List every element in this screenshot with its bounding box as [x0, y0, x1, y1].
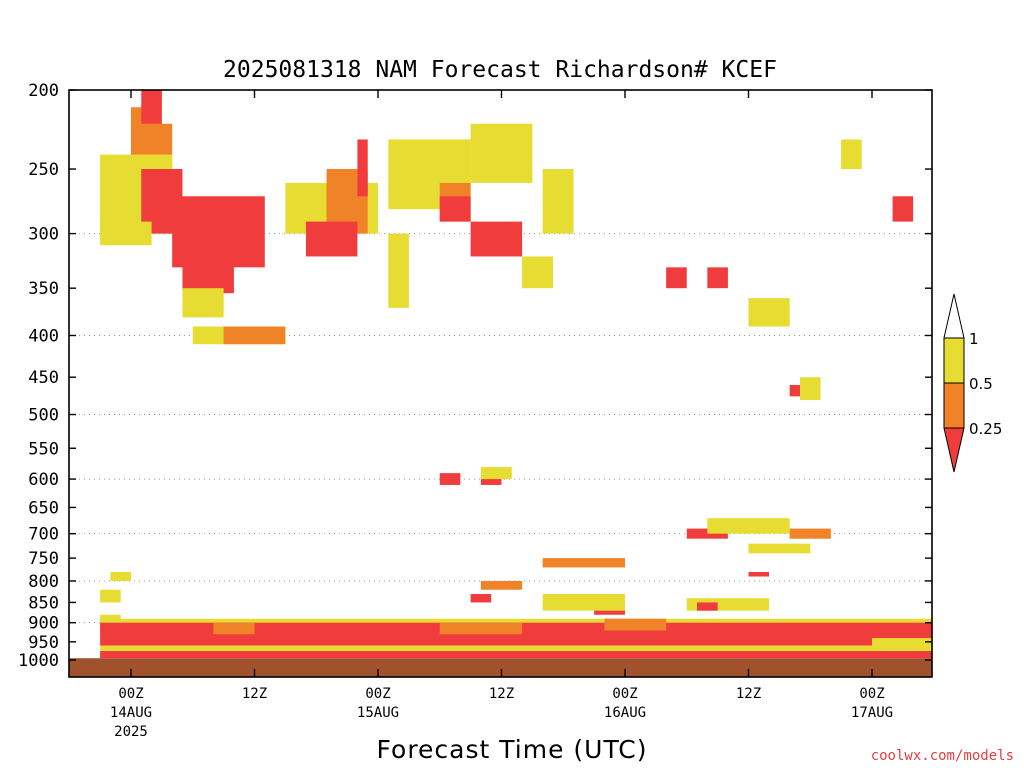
heatmap-cell-48 — [100, 614, 121, 623]
heatmap-cell-16 — [388, 233, 409, 308]
y-axis: 200 250 300 350 400 450 500 550 600 650 700 750 8008… — [18, 81, 932, 671]
colorbar: 1 0.5 0.25 — [943, 293, 1002, 473]
heatmap-cell-5 — [100, 221, 152, 246]
heatmap-cell-40 — [100, 589, 121, 603]
heatmap-cell-39 — [542, 558, 625, 568]
x-tick-label-48-1: 16AUG — [604, 705, 646, 721]
heatmap-cell-10 — [223, 326, 286, 345]
y-tick-label-200: 200 — [28, 81, 59, 101]
heatmap-cell-23 — [707, 267, 728, 289]
colorbar-tick-2: 0.25 — [969, 420, 1002, 438]
y-tick-label-900: 900 — [28, 614, 59, 634]
y-tick-label-300: 300 — [28, 225, 59, 245]
y-tick-label-250: 250 — [28, 160, 59, 180]
heatmap-cell-19 — [470, 123, 533, 183]
heatmap-cells — [100, 90, 932, 659]
y-tick-label-650: 650 — [28, 498, 59, 518]
heatmap-cell-27 — [841, 139, 862, 170]
y-tick-label-950: 950 — [28, 633, 59, 653]
x-tick-label-60-0: 12Z — [736, 686, 761, 702]
colorbar-bottom-arrow — [943, 427, 965, 473]
heatmap-cell-38 — [748, 572, 770, 577]
heatmap-cell-22 — [542, 169, 574, 234]
plot-frame — [68, 89, 933, 678]
heatmap-cell-31 — [439, 473, 461, 485]
y-tick-label-350: 350 — [28, 279, 59, 299]
colorbar-tick-0: 1 — [969, 330, 979, 348]
heatmap-cell-6 — [172, 196, 265, 268]
heatmap-cell-24 — [666, 267, 687, 289]
x-axis: 00Z 14AUG 2025 12Z 00Z 15AUG 12Z 00Z 16AUG 12Z 00Z… — [110, 90, 893, 740]
x-tick-label-36-0: 12Z — [489, 686, 514, 702]
heatmap-cell-55 — [100, 651, 932, 659]
credit-link[interactable]: coolwx.com/models — [871, 748, 1014, 764]
heatmap-cell-42 — [480, 580, 523, 590]
x-axis-label: Forecast Time (UTC) — [377, 735, 648, 764]
heatmap-cell-44 — [542, 594, 625, 611]
heatmap-cell-18 — [439, 196, 471, 222]
heatmap-cell-46 — [697, 602, 718, 611]
x-tick-label-0-2: 2025 — [114, 724, 148, 740]
x-tick-label-12-0: 12Z — [242, 686, 267, 702]
heatmap-cell-13 — [305, 221, 358, 257]
surface-fill — [69, 658, 932, 677]
heatmap-cell-30 — [799, 377, 821, 401]
heatmap-cell-37 — [748, 543, 811, 554]
surface-layer — [69, 658, 932, 677]
heatmap-cell-43 — [470, 594, 492, 603]
y-tick-label-850: 850 — [28, 593, 59, 613]
heatmap-cell-7 — [182, 256, 234, 294]
x-tick-label-72-0: 00Z — [859, 686, 884, 702]
heatmap-cell-8 — [182, 288, 224, 318]
heatmap-cell-56 — [872, 638, 932, 646]
y-tick-label-800: 800 — [28, 572, 59, 592]
y-tick-label-550: 550 — [28, 439, 59, 459]
heatmap-cell-33 — [480, 467, 512, 480]
colorbar-top-arrow — [943, 293, 965, 339]
x-tick-label-0-0: 00Z — [118, 686, 143, 702]
heatmap-cell-36 — [707, 518, 790, 534]
x-tick-label-48-0: 00Z — [612, 686, 637, 702]
heatmap-cell-35 — [789, 528, 831, 539]
x-tick-label-72-1: 17AUG — [851, 705, 893, 721]
heatmap-cell-20 — [470, 221, 523, 257]
heatmap-cell-28 — [892, 196, 914, 222]
heatmap-cell-51 — [213, 622, 255, 635]
x-tick-label-0-1: 14AUG — [110, 705, 152, 721]
heatmap-cell-14 — [357, 139, 368, 197]
x-tick-label-24-1: 15AUG — [357, 705, 399, 721]
heatmap-cell-26 — [748, 298, 790, 327]
y-tick-label-700: 700 — [28, 525, 59, 545]
x-tick-label-24-0: 00Z — [365, 686, 390, 702]
colorbar-tick-1: 0.5 — [969, 375, 993, 393]
heatmap-cell-47 — [594, 610, 625, 615]
heatmap-cell-21 — [522, 256, 553, 289]
y-tick-label-450: 450 — [28, 368, 59, 388]
heatmap-cell-41 — [110, 572, 131, 581]
y-tick-label-400: 400 — [28, 326, 59, 346]
colorbar-segment-yellow — [943, 337, 965, 384]
y-tick-label-500: 500 — [28, 406, 59, 426]
heatmap-cell-53 — [604, 618, 667, 631]
heatmap-cell-54 — [100, 645, 932, 657]
y-tick-label-1000: 1000 — [18, 651, 59, 671]
y-tick-label-600: 600 — [28, 470, 59, 490]
colorbar-segment-orange — [943, 382, 965, 429]
chart-title: 2025081318 NAM Forecast Richardson# KCEF — [223, 57, 777, 83]
heatmap-cell-52 — [439, 622, 523, 635]
y-tick-label-750: 750 — [28, 549, 59, 569]
